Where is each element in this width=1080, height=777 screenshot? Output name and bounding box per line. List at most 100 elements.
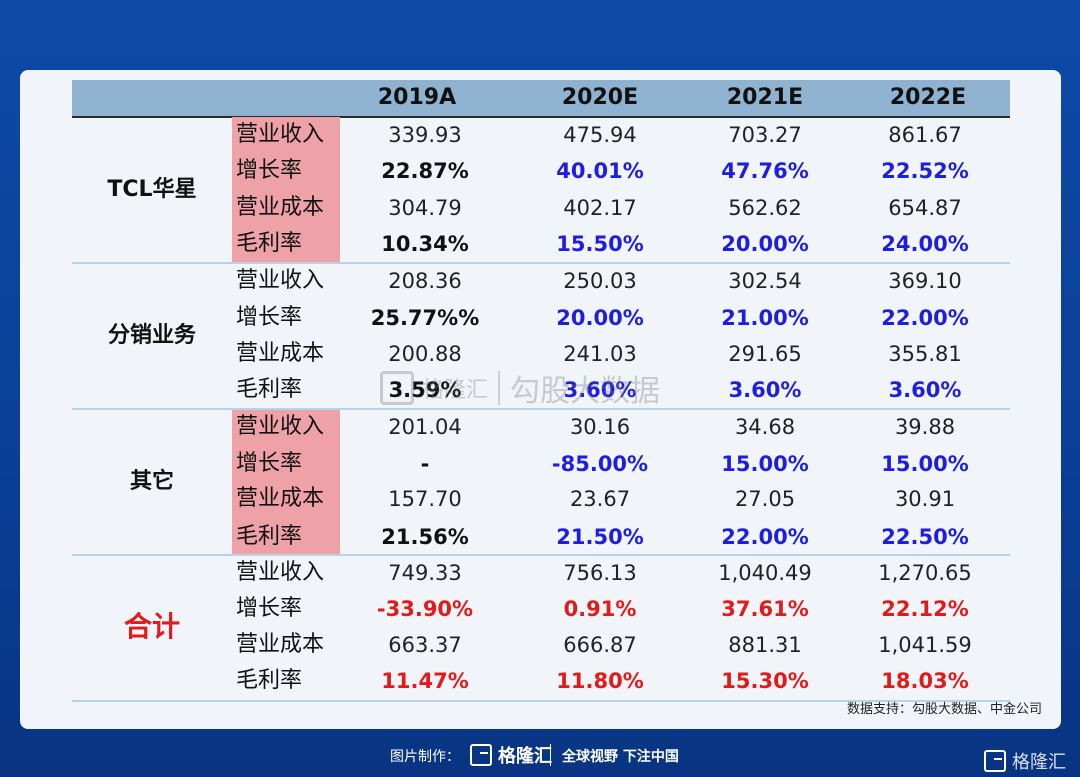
table-cell: 302.54 <box>728 269 802 293</box>
table-cell: 241.03 <box>563 342 637 366</box>
table-cell: 666.87 <box>563 633 637 657</box>
table-cell: 22.52% <box>881 159 969 183</box>
table-cell: 11.47% <box>381 669 469 693</box>
table-cell: 475.94 <box>563 123 637 147</box>
table-cell: 20.00% <box>721 232 809 256</box>
table-cell: 22.12% <box>881 597 969 621</box>
metric-label: 营业成本 <box>236 195 325 220</box>
metric-highlight <box>232 409 340 555</box>
table-cell: 562.62 <box>728 196 802 220</box>
table-cell: 21.50% <box>556 525 644 549</box>
metric-label: 营业收入 <box>236 268 325 293</box>
metric-label: 营业收入 <box>236 560 325 585</box>
table-cell: 27.05 <box>734 487 796 511</box>
table-cell: 3.60% <box>888 378 962 402</box>
row-separator <box>72 262 1010 264</box>
table-cell: 1,041.59 <box>878 633 972 657</box>
footer: 图片制作： 格隆汇 全球视野 下注中国 <box>0 738 1080 772</box>
table-cell: 208.36 <box>388 269 462 293</box>
segment-label: TCL华星 <box>107 176 197 202</box>
segment-label: 合计 <box>123 610 180 643</box>
table-cell: 749.33 <box>388 561 462 585</box>
table-cell: 756.13 <box>563 561 637 585</box>
table-cell: 1,040.49 <box>718 561 812 585</box>
segment-label: 分销业务 <box>107 322 196 348</box>
table-cell: -85.00% <box>551 452 649 476</box>
year-header: 2019A <box>377 85 457 110</box>
table-cell: 23.67 <box>569 487 631 511</box>
table-cell: 47.76% <box>721 159 809 183</box>
table-cell: 18.03% <box>881 669 969 693</box>
corner-brand-name: 格隆汇 <box>1012 752 1066 773</box>
metric-label: 营业成本 <box>236 341 325 366</box>
footer-brand: 格隆汇 <box>470 742 552 768</box>
table-cell: 355.81 <box>888 342 962 366</box>
table-cell: 703.27 <box>728 123 802 147</box>
table-cell: 339.93 <box>388 123 462 147</box>
table-cell: 3.59% <box>388 378 462 402</box>
table-cell: 157.70 <box>388 487 462 511</box>
footer-slogan: 全球视野 下注中国 <box>562 749 679 765</box>
table-cell: 201.04 <box>388 415 462 439</box>
metric-label: 毛利率 <box>236 668 303 693</box>
footer-brand-name: 格隆汇 <box>498 746 552 767</box>
table-cell: 21.56% <box>381 525 469 549</box>
row-separator <box>72 700 1010 702</box>
row-separator <box>72 554 1010 556</box>
row-separator <box>72 408 1010 410</box>
metric-highlight <box>232 117 340 262</box>
table-cell: 200.88 <box>388 342 462 366</box>
table-cell: 11.80% <box>556 669 644 693</box>
table-cell: 30.91 <box>894 487 956 511</box>
table-cell: 654.87 <box>888 196 962 220</box>
table-cell: 250.03 <box>563 269 637 293</box>
table-cell: 34.68 <box>734 415 796 439</box>
table-cell: 15.00% <box>881 452 969 476</box>
table-cell: 369.10 <box>888 269 962 293</box>
table-cell: 291.65 <box>728 342 802 366</box>
metric-label: 增长率 <box>236 451 303 476</box>
table-cell: 25.77%% <box>370 306 480 330</box>
table-cell: 21.00% <box>721 306 809 330</box>
year-header: 2022E <box>889 85 967 110</box>
footer-divider <box>550 744 551 766</box>
table-cell: - <box>420 452 430 476</box>
segment-label: 其它 <box>129 469 174 494</box>
year-header: 2020E <box>561 85 639 110</box>
metric-label: 毛利率 <box>236 377 303 402</box>
corner-brand: 格隆汇 <box>984 748 1066 774</box>
table-cell: 1,270.65 <box>878 561 972 585</box>
table-cell: 15.50% <box>556 232 644 256</box>
table-cell: 0.91% <box>563 597 637 621</box>
table-cell: 30.16 <box>569 415 631 439</box>
table-cell: 20.00% <box>556 306 644 330</box>
table-cell: 22.50% <box>881 525 969 549</box>
table-cell: 402.17 <box>563 196 637 220</box>
table-cell: 22.87% <box>381 159 469 183</box>
table-cell: 15.00% <box>721 452 809 476</box>
table-cell: 10.34% <box>381 232 469 256</box>
table-cell: 15.30% <box>721 669 809 693</box>
metric-label: 增长率 <box>236 596 303 621</box>
source-note: 数据支持：勾股大数据、中金公司 <box>846 702 1042 717</box>
table-cell: -33.90% <box>376 597 474 621</box>
metric-label: 毛利率 <box>236 524 303 549</box>
footer-maker-label: 图片制作： <box>390 749 460 765</box>
table-cell: 39.88 <box>894 415 956 439</box>
year-header: 2021E <box>726 85 804 110</box>
table-cell: 3.60% <box>563 378 637 402</box>
corner-logo-icon <box>984 750 1006 772</box>
table-cell: 24.00% <box>881 232 969 256</box>
table-cell: 40.01% <box>556 159 644 183</box>
metric-label: 毛利率 <box>236 231 303 256</box>
table-cell: 881.31 <box>728 633 802 657</box>
metric-label: 营业收入 <box>236 122 325 147</box>
table-cell: 304.79 <box>388 196 462 220</box>
table-cell: 22.00% <box>881 306 969 330</box>
table-cell: 22.00% <box>721 525 809 549</box>
metric-label: 营业成本 <box>236 486 325 511</box>
metric-label: 增长率 <box>236 305 303 330</box>
table-cell: 3.60% <box>728 378 802 402</box>
table-cell: 37.61% <box>721 597 809 621</box>
table-header: 2019A 2020E 2021E 2022E <box>72 80 1010 118</box>
